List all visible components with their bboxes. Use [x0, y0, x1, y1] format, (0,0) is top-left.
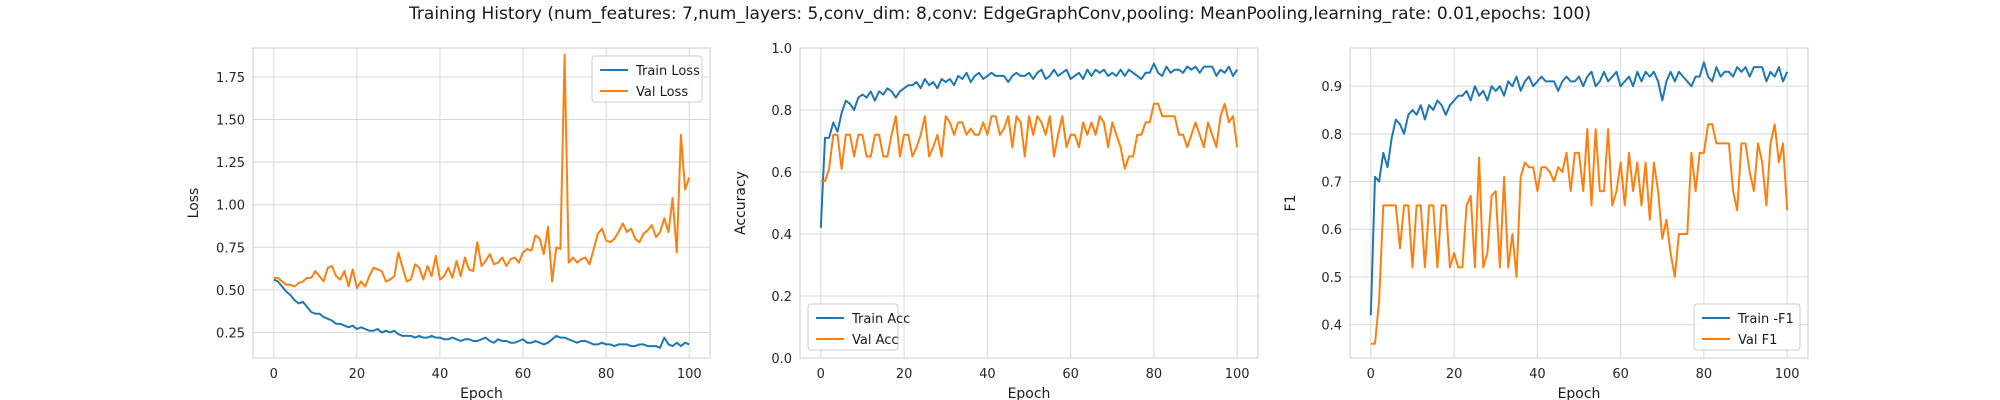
chart-1-ytick-label: 1.25 [216, 156, 245, 171]
chart-3-legend-label: Val F1 [1738, 333, 1777, 348]
chart-3-series-train-line [1369, 61, 1789, 316]
chart-3-xtick-label: 20 [1446, 367, 1463, 382]
chart-2-xtick-label: 0 [817, 367, 825, 382]
chart-1-series-train-line [273, 278, 690, 349]
chart-1-legend-label: Train Loss [635, 64, 700, 79]
chart-2-ytick-label: 0.0 [771, 352, 792, 367]
chart-2-xtick-label: 20 [896, 367, 913, 382]
chart-3-xtick-label: 80 [1696, 367, 1713, 382]
chart-2-ytick-label: 0.4 [771, 228, 792, 243]
chart-3-xlabel: Epoch [1558, 386, 1601, 400]
chart-3-axes-frame [1349, 47, 1809, 359]
chart-2-xtick-label: 80 [1146, 367, 1163, 382]
chart-3-xtick-label: 40 [1529, 367, 1546, 382]
chart-3-ytick-label: 0.5 [1321, 271, 1342, 286]
chart-1-ytick-label: 0.75 [216, 241, 245, 256]
chart-3-xtick-label: 60 [1612, 367, 1629, 382]
chart-2-xtick-label: 40 [979, 367, 996, 382]
chart-3-ytick-label: 0.8 [1321, 128, 1342, 143]
chart-2-axes-frame [799, 47, 1259, 359]
chart-3-ytick-label: 0.7 [1321, 176, 1342, 191]
chart-2-xtick-label: 60 [1062, 367, 1079, 382]
chart-1-xtick-label: 100 [677, 367, 702, 382]
chart-1-xtick-label: 40 [432, 367, 449, 382]
chart-2-xtick-label: 100 [1225, 367, 1250, 382]
chart-2-xlabel: Epoch [1008, 386, 1051, 400]
chart-3-ytick-label: 0.4 [1321, 319, 1342, 334]
chart-3-ytick-label: 0.6 [1321, 223, 1342, 238]
chart-3-series-val-line [1370, 123, 1789, 345]
chart-2-ytick-label: 0.6 [771, 166, 792, 181]
chart-1-xtick-label: 20 [349, 367, 366, 382]
chart-1-ytick-label: 0.50 [216, 284, 245, 299]
chart-1-xtick-label: 0 [270, 367, 278, 382]
chart-2-ytick-label: 1.0 [771, 42, 792, 57]
chart-1-ytick-label: 0.25 [216, 326, 245, 341]
chart-3-xtick-label: 100 [1775, 367, 1800, 382]
chart-2-series-val-line [820, 102, 1239, 183]
chart-3-xtick-label: 0 [1367, 367, 1375, 382]
chart-3-legend-label: Train -F1 [1737, 312, 1794, 327]
chart-2-ytick-label: 0.8 [771, 104, 792, 119]
chart-1-ytick-label: 1.75 [216, 71, 245, 86]
chart-1-ytick-label: 1.00 [216, 199, 245, 214]
chart-1-series-val-line [273, 53, 691, 290]
figure-title: Training History (num_features: 7,num_la… [409, 4, 1591, 24]
chart-1-legend-label: Val Loss [636, 85, 688, 100]
chart-1-xlabel: Epoch [460, 386, 503, 400]
chart-1-xtick-label: 80 [598, 367, 615, 382]
chart-1-axes-frame [252, 47, 711, 359]
chart-2-series-train-line [819, 62, 1239, 228]
chart-2-legend-label: Train Acc [851, 312, 910, 327]
chart-1-xtick-label: 60 [515, 367, 532, 382]
chart-1-ylabel: Loss [186, 188, 202, 219]
chart-2-ylabel: Accuracy [733, 171, 749, 235]
chart-2-ytick-label: 0.2 [771, 290, 792, 305]
chart-3-ytick-label: 0.9 [1321, 80, 1342, 95]
chart-3-ylabel: F1 [1283, 195, 1299, 212]
chart-2-legend-label: Val Acc [852, 333, 899, 348]
chart-1-ytick-label: 1.50 [216, 114, 245, 129]
